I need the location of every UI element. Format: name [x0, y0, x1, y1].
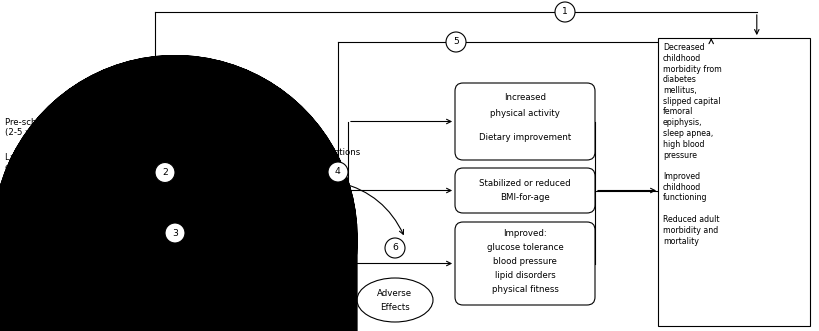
Text: Dietary improvement: Dietary improvement [478, 133, 570, 143]
Text: physical fitness: physical fitness [491, 286, 558, 295]
Circle shape [446, 32, 465, 52]
Text: glucose tolerance: glucose tolerance [486, 244, 563, 253]
Text: Effects: Effects [160, 288, 190, 297]
FancyBboxPatch shape [455, 83, 595, 160]
Text: Decreased
childhood
morbidity from
diabetes
mellitus,
slipped capital
femoral
ep: Decreased childhood morbidity from diabe… [663, 43, 721, 246]
Text: Overweight: Overweight [215, 148, 265, 157]
Text: Effects: Effects [380, 303, 410, 311]
Text: Adverse: Adverse [377, 289, 412, 298]
Text: physical activity: physical activity [490, 109, 559, 118]
Text: Pre-school children
(2-5 years): Pre-school children (2-5 years) [5, 118, 87, 137]
Text: Overweight: Overweight [215, 183, 265, 193]
Text: 2: 2 [162, 168, 168, 177]
FancyBboxPatch shape [455, 168, 595, 213]
Text: Interventions: Interventions [303, 148, 360, 157]
Circle shape [155, 163, 174, 182]
FancyBboxPatch shape [455, 222, 595, 305]
FancyBboxPatch shape [196, 138, 283, 206]
Ellipse shape [137, 263, 213, 307]
Circle shape [385, 238, 405, 258]
Text: BMI-for-age: BMI-for-age [500, 194, 550, 203]
Text: Improved:: Improved: [503, 229, 546, 239]
Circle shape [165, 223, 185, 243]
Text: Increased: Increased [504, 93, 545, 103]
Text: 5: 5 [453, 37, 459, 46]
Text: Adverse: Adverse [157, 273, 192, 282]
Text: Latency age
children (6-11
years): Latency age children (6-11 years) [5, 153, 66, 183]
Text: lipid disorders: lipid disorders [494, 271, 554, 280]
Circle shape [554, 2, 574, 22]
Text: Screening: Screening [160, 100, 203, 109]
Bar [657, 38, 809, 326]
Text: 3: 3 [172, 228, 178, 238]
Text: blood pressure: blood pressure [492, 258, 556, 266]
Text: Adolescents
(12-18 years): Adolescents (12-18 years) [5, 200, 63, 219]
Text: At risk for: At risk for [219, 167, 260, 176]
Text: 1: 1 [561, 8, 568, 17]
Text: 4: 4 [335, 167, 341, 176]
Circle shape [328, 162, 347, 182]
Text: Stabilized or reduced: Stabilized or reduced [478, 179, 570, 188]
Ellipse shape [356, 278, 432, 322]
Text: 6: 6 [391, 244, 397, 253]
